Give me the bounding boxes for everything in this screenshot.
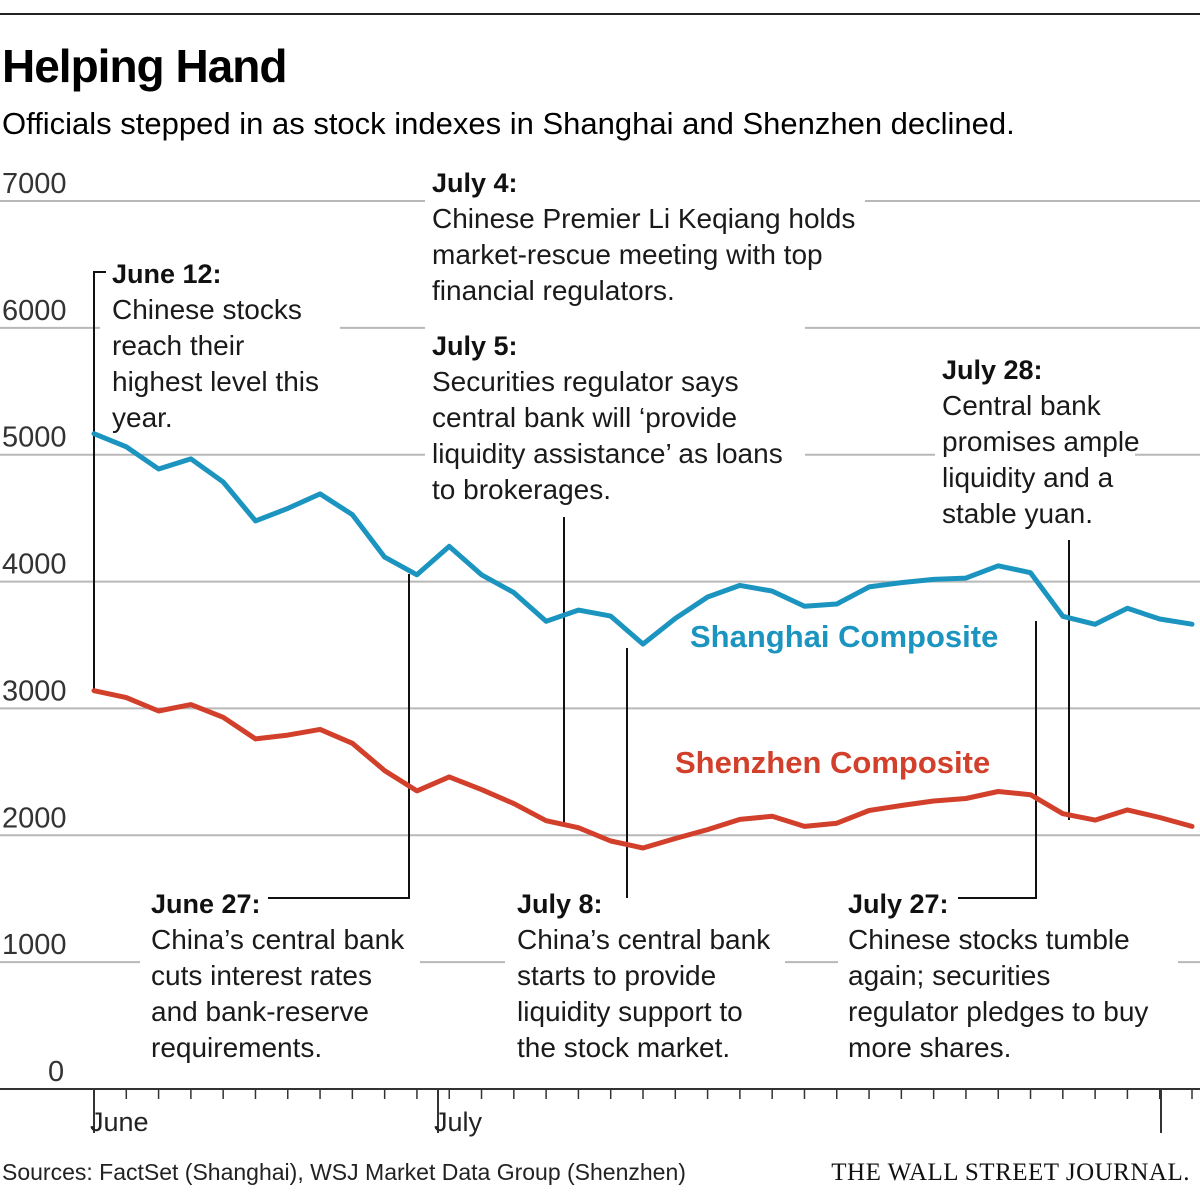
y-tick-label: 4000 [2,549,67,581]
y-axis-ticks: 7000 6000 5000 4000 3000 2000 1000 0 [2,168,67,1088]
wsj-logo: THE WALL STREET JOURNAL. [831,1159,1190,1186]
y-tick-label: 5000 [2,422,67,454]
gridlines [0,165,1200,1075]
annotations: June 12: Chinese stocks reach their highest… [112,168,1148,1063]
annotation-text-line: to brokerages. [432,474,611,505]
leader-june-12 [93,271,106,692]
leader-june-27 [268,574,410,899]
annotation-backdrop [100,250,340,440]
month-label-july: July [434,1107,483,1137]
annotation-text-line: liquidity support to [517,996,743,1027]
annotation-text-line: more shares. [848,1032,1011,1063]
annotation-june-27: June 27: China’s central bank cuts interes… [151,889,405,1063]
annotation-text-line: and bank-reserve [151,996,369,1027]
source-note: Sources: FactSet (Shanghai), WSJ Market … [2,1159,686,1185]
y-tick-label: 7000 [2,168,67,200]
annotation-heading: June 27: [151,889,261,919]
y-tick-label: 6000 [2,295,67,327]
chart-title: Helping Hand [2,40,286,92]
y-tick-label: 2000 [2,802,67,834]
annotation-text-line: China’s central bank [151,924,405,955]
annotation-text-line: liquidity assistance’ as loans [432,438,783,469]
annotation-june-12: June 12: Chinese stocks reach their highest… [112,259,319,433]
annotation-text-line: again; securities [848,960,1050,991]
annotation-backdrop [140,880,420,1075]
annotation-heading: July 27: [848,889,949,919]
shenzhen-line [91,688,1195,851]
series-lines [91,431,1195,851]
annotation-backdrop [838,880,1178,1075]
annotation-backdrop [505,880,785,1075]
annotation-text-line: Chinese stocks [112,294,302,325]
leader-july-27 [958,621,1037,899]
annotation-text-line: central bank will ‘provide [432,402,737,433]
annotation-text-line: Chinese stocks tumble [848,924,1130,955]
y-tick-label: 1000 [2,929,67,961]
annotation-text-line: starts to provide [517,960,716,991]
x-axis: June July [0,1088,1200,1137]
annotation-text-line: the stock market. [517,1032,730,1063]
annotation-text-line: reach their [112,330,244,361]
annotation-text-line: Chinese Premier Li Keqiang holds [432,203,855,234]
y-tick-label: 0 [48,1056,64,1088]
annotation-text-line: regulator pledges to buy [848,996,1148,1027]
annotation-july-27: July 27: Chinese stocks tumble again; secu… [848,889,1148,1063]
annotation-text-line: financial regulators. [432,275,675,306]
shenzhen-series-label: Shenzhen Composite [675,745,990,780]
annotation-text-line: cuts interest rates [151,960,372,991]
month-label-june: June [90,1107,149,1137]
annotation-text-line: liquidity and a [942,462,1114,493]
annotation-text-line: Securities regulator says [432,366,739,397]
chart-subtitle: Officials stepped in as stock indexes in… [2,106,1015,141]
annotation-heading: July 5: [432,331,518,361]
annotation-text-line: year. [112,402,173,433]
annotation-heading: June 12: [112,259,222,289]
annotation-heading: July 4: [432,168,518,198]
y-tick-label: 3000 [2,675,67,707]
annotation-backdrop [425,165,865,305]
annotation-backdrop [425,325,805,510]
annotation-leaders [93,271,1070,899]
annotation-text-line: stable yuan. [942,498,1093,529]
annotation-july-4: July 4: Chinese Premier Li Keqiang holds m… [432,168,855,306]
annotation-text-line: Central bank [942,390,1102,421]
annotation-heading: July 28: [942,355,1043,385]
shanghai-line [91,431,1195,647]
annotation-text-line: market-rescue meeting with top [432,239,823,270]
annotation-text-line: promises ample [942,426,1140,457]
annotation-text-line: China’s central bank [517,924,771,955]
annotation-text-line: requirements. [151,1032,322,1063]
annotation-july-28: July 28: Central bank promises ample liquid… [942,355,1140,529]
annotation-july-8: July 8: China’s central bank starts to pro… [517,889,771,1063]
annotation-july-5: July 5: Securities regulator says central … [432,331,783,505]
shanghai-series-label: Shanghai Composite [690,619,998,654]
annotation-text-line: highest level this [112,366,319,397]
annotation-backdrop [935,350,1135,535]
annotation-heading: July 8: [517,889,603,919]
